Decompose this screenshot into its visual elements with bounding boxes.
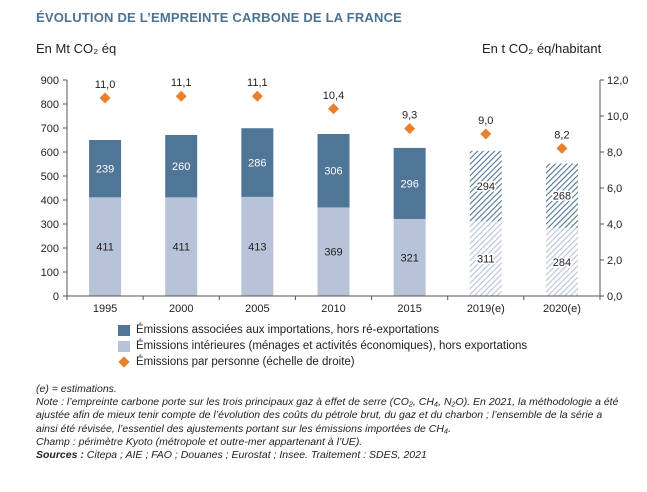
x-tick-label-4: 2015 (397, 303, 421, 315)
note-methodology: Note : l’empreinte carbone porte sur les… (36, 396, 619, 435)
legend-item-par-personne: Émissions par personne (échelle de droit… (118, 354, 527, 370)
left-tick-label-1: 100 (41, 267, 59, 279)
bar-importations-2 (241, 128, 274, 197)
bar-importations-5 (469, 150, 502, 222)
legend-diamond-icon (118, 356, 130, 368)
left-tick-label-4: 400 (41, 195, 59, 207)
label-par-personne-1: 11,1 (171, 77, 192, 89)
marker-par-personne-4 (404, 123, 416, 135)
legend-swatch-interieures (118, 340, 130, 352)
left-tick-label-7: 700 (41, 123, 59, 135)
bar-interieures-2 (241, 196, 274, 296)
left-tick-label-9: 900 (41, 75, 59, 87)
label-importations-0: 239 (96, 164, 114, 176)
left-tick-label-2: 200 (41, 243, 59, 255)
label-par-personne-6: 8,2 (554, 129, 569, 141)
bar-importations-4 (393, 147, 426, 219)
marker-par-personne-0 (99, 92, 111, 104)
label-importations-1: 260 (172, 161, 190, 173)
right-tick-label-0: 0,0 (607, 291, 622, 303)
x-tick-label-5: 2019(e) (467, 303, 505, 315)
note-sources: Sources : Citepa ; AIE ; FAO ; Douanes ;… (36, 449, 626, 462)
note-champ: Champ : périmètre Kyoto (métropole et ou… (36, 435, 363, 448)
label-par-personne-2: 11,1 (247, 77, 268, 89)
carbon-footprint-chart: 41123911,0199541126011,1200041328611,120… (41, 75, 629, 315)
x-tick-label-3: 2010 (321, 303, 345, 315)
left-axis-unit: En Mt CO₂ éq (36, 41, 117, 56)
label-importations-5: 294 (477, 181, 495, 193)
left-tick-label-5: 500 (41, 171, 59, 183)
marker-par-personne-6 (556, 142, 568, 154)
right-tick-label-3: 6,0 (607, 183, 622, 195)
bar-interieures-0 (89, 197, 122, 296)
label-interieures-2: 413 (248, 241, 266, 253)
label-importations-3: 306 (324, 166, 342, 178)
legend-label-par-personne: Émissions par personne (échelle de droit… (136, 356, 355, 368)
marker-par-personne-1 (175, 90, 187, 102)
legend-item-importations: Émissions associées aux importations, ho… (118, 322, 527, 338)
label-interieures-3: 369 (324, 247, 342, 259)
right-tick-label-4: 8,0 (607, 147, 622, 159)
note-estimations: (e) = estimations. (36, 383, 117, 395)
bar-interieures-6 (545, 227, 578, 296)
bar-interieures-5 (469, 221, 502, 296)
x-tick-label-1: 2000 (169, 303, 193, 315)
label-importations-4: 296 (400, 178, 418, 190)
left-tick-label-6: 600 (41, 147, 59, 159)
marker-par-personne-2 (251, 90, 263, 102)
chart-title: ÉVOLUTION DE L’EMPREINTE CARBONE DE LA F… (36, 10, 403, 25)
bar-importations-1 (165, 134, 198, 198)
marker-par-personne-3 (328, 103, 339, 115)
x-tick-label-0: 1995 (93, 303, 117, 315)
sources-text: Citepa ; AIE ; FAO ; Douanes ; Eurostat … (83, 449, 427, 462)
legend-swatch-importations (118, 324, 130, 336)
x-tick-label-6: 2020(e) (543, 303, 581, 315)
label-par-personne-5: 9,0 (478, 115, 493, 127)
bar-interieures-1 (165, 197, 198, 296)
label-interieures-5: 311 (477, 254, 495, 266)
left-tick-label-3: 300 (41, 219, 59, 231)
right-tick-label-1: 2,0 (607, 255, 622, 267)
legend-label-importations: Émissions associées aux importations, ho… (136, 324, 439, 336)
bar-importations-3 (317, 134, 350, 208)
label-importations-6: 268 (553, 191, 571, 203)
left-tick-label-0: 0 (53, 291, 59, 303)
bar-interieures-3 (317, 207, 350, 296)
legend: Émissions associées aux importations, ho… (118, 322, 527, 370)
label-par-personne-3: 10,4 (323, 90, 344, 102)
label-interieures-0: 411 (96, 242, 114, 254)
label-interieures-1: 411 (172, 242, 190, 254)
bar-importations-6 (545, 163, 578, 228)
label-par-personne-4: 9,3 (402, 110, 417, 122)
right-tick-label-6: 12,0 (607, 75, 628, 87)
label-interieures-4: 321 (400, 252, 418, 264)
sources-label: Sources : (36, 449, 84, 462)
bar-interieures-4 (393, 218, 426, 296)
right-tick-label-5: 10,0 (607, 111, 628, 123)
label-interieures-6: 284 (553, 257, 571, 269)
label-par-personne-0: 11,0 (95, 79, 116, 91)
chart-notes: (e) = estimations. Note : l’empreinte ca… (36, 383, 626, 462)
bar-importations-0 (89, 140, 122, 198)
right-axis-unit: En t CO₂ éq/habitant (482, 41, 602, 56)
legend-label-interieures: Émissions intérieures (ménages et activi… (136, 340, 528, 352)
x-tick-label-2: 2005 (245, 303, 269, 315)
label-importations-2: 286 (248, 158, 266, 170)
legend-item-interieures: Émissions intérieures (ménages et activi… (118, 338, 527, 354)
right-tick-label-2: 4,0 (607, 219, 622, 231)
left-tick-label-8: 800 (41, 99, 59, 111)
marker-par-personne-5 (480, 128, 492, 140)
